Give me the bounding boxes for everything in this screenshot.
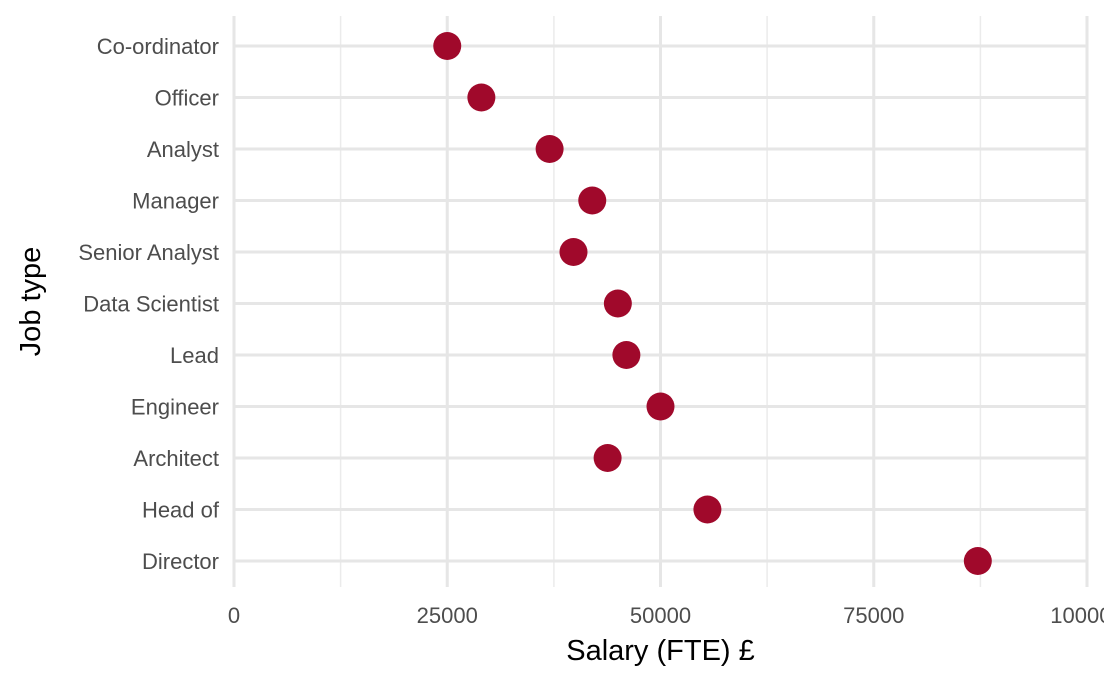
x-tick-label: 50000 <box>630 603 691 628</box>
x-tick-label: 0 <box>228 603 240 628</box>
x-axis-tick-labels: 0 25000 50000 75000 100000 <box>228 603 1104 628</box>
salary-point <box>593 444 622 472</box>
salary-point <box>693 495 722 524</box>
y-tick-label: Officer <box>155 86 219 111</box>
y-tick-label: Head of <box>142 498 220 523</box>
salary-point <box>433 32 462 60</box>
grid-lines <box>232 16 1089 587</box>
y-tick-label: Architect <box>133 446 219 471</box>
salary-point <box>578 186 607 215</box>
y-axis-title: Job type <box>15 247 47 357</box>
y-tick-label: Engineer <box>131 395 219 420</box>
salary-point <box>535 135 564 163</box>
salary-point <box>646 392 675 421</box>
y-tick-label: Senior Analyst <box>78 240 219 265</box>
x-tick-label: 25000 <box>417 603 478 628</box>
data-points <box>433 32 992 575</box>
y-tick-label: Lead <box>170 343 219 368</box>
salary-point <box>963 547 992 575</box>
x-axis-title: Salary (FTE) £ <box>566 635 755 667</box>
salary-point <box>467 83 496 112</box>
salary-point <box>612 341 641 369</box>
y-axis-tick-labels: Co-ordinator Officer Analyst Manager Senior … <box>78 34 220 574</box>
salary-point <box>559 238 588 266</box>
x-tick-label: 75000 <box>843 603 904 628</box>
x-tick-label: 100000 <box>1050 603 1104 628</box>
y-tick-label: Director <box>142 549 219 574</box>
y-tick-label: Co-ordinator <box>97 34 219 59</box>
y-tick-label: Analyst <box>147 137 219 162</box>
salary-point <box>603 289 632 318</box>
y-tick-label: Data Scientist <box>83 292 219 317</box>
y-tick-label: Manager <box>132 189 219 214</box>
